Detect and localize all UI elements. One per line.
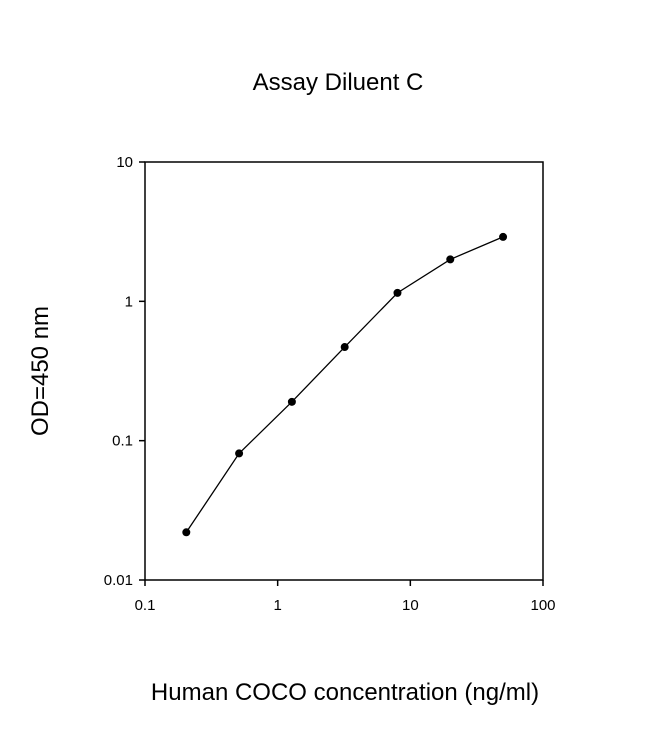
data-point (182, 528, 191, 537)
x-tick-label: 1 (273, 597, 281, 614)
y-tick-label: 0.1 (112, 433, 133, 450)
data-point (340, 343, 349, 352)
plot-frame (144, 161, 544, 581)
y-axis-label: OD=450 nm (27, 306, 54, 436)
x-tick-label: 100 (530, 597, 555, 614)
x-axis-label: Human COCO concentration (ng/ml) (151, 679, 539, 706)
x-tick-label: 0.1 (135, 597, 156, 614)
data-point (499, 232, 508, 241)
y-tick-label: 1 (125, 293, 133, 310)
y-tick-label: 10 (116, 154, 133, 171)
chart-title: Assay Diluent C (253, 69, 424, 96)
data-point (393, 288, 402, 297)
y-tick-label: 0.01 (104, 572, 133, 589)
data-point (287, 397, 296, 406)
x-tick-label: 10 (402, 597, 419, 614)
data-point (446, 255, 455, 264)
data-point (235, 449, 244, 458)
